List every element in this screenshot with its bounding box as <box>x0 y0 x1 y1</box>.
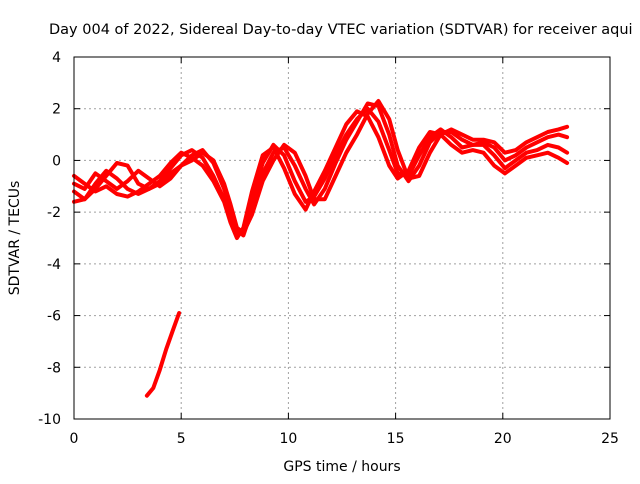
x-tick-label: 15 <box>387 431 405 447</box>
y-tick-label: -4 <box>47 257 61 273</box>
plot-frame <box>73 56 611 420</box>
y-tick-label: -6 <box>47 309 61 325</box>
series-line-track-2 <box>72 106 570 238</box>
x-tick-label: 25 <box>601 431 619 447</box>
series-line-track-1 <box>72 109 570 240</box>
y-axis: -10 -8 -6 -4 -2 0 2 4 <box>38 50 610 428</box>
grid <box>74 57 610 419</box>
series-line-track-4 <box>72 99 570 235</box>
x-tick-label: 10 <box>279 431 297 447</box>
x-axis-label: GPS time / hours <box>283 459 400 475</box>
x-tick-label: 0 <box>70 431 79 447</box>
y-tick-label: 0 <box>52 153 61 169</box>
x-axis: 0 5 10 15 20 25 <box>70 57 619 447</box>
series-line-track-5 <box>144 311 182 398</box>
y-tick-label: 2 <box>52 102 61 118</box>
y-tick-label: -2 <box>47 205 61 221</box>
y-axis-label: SDTVAR / TECUs <box>7 181 23 296</box>
x-tick-label: 5 <box>177 431 186 447</box>
chart-title: Day 004 of 2022, Sidereal Day-to-day VTE… <box>49 22 633 38</box>
y-tick-label: -10 <box>38 412 61 428</box>
x-tick-label: 20 <box>494 431 512 447</box>
y-tick-label: -8 <box>47 360 61 376</box>
series-line-track-3 <box>72 101 570 238</box>
y-tick-label: 4 <box>52 50 61 66</box>
series-layer <box>72 99 570 398</box>
